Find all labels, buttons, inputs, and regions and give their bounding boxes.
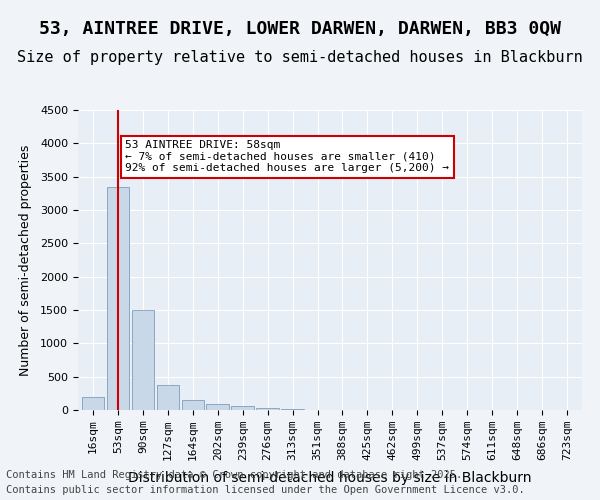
Bar (107, 186, 129, 410)
X-axis label: Distribution of semi-detached houses by size in Blackburn: Distribution of semi-detached houses by … (128, 472, 532, 486)
Text: 53 AINTREE DRIVE: 58sqm
← 7% of semi-detached houses are smaller (410)
92% of se: 53 AINTREE DRIVE: 58sqm ← 7% of semi-det… (125, 140, 449, 173)
Text: 53, AINTREE DRIVE, LOWER DARWEN, DARWEN, BB3 0QW: 53, AINTREE DRIVE, LOWER DARWEN, DARWEN,… (39, 20, 561, 38)
Bar (82, 396, 104, 410)
Text: Contains HM Land Registry data © Crown copyright and database right 2025.: Contains HM Land Registry data © Crown c… (6, 470, 462, 480)
Y-axis label: Number of semi-detached properties: Number of semi-detached properties (19, 144, 32, 376)
Bar (182, 400, 204, 410)
Bar (206, 404, 229, 410)
Bar (131, 310, 154, 410)
Text: Size of property relative to semi-detached houses in Blackburn: Size of property relative to semi-detach… (17, 50, 583, 65)
Text: Contains public sector information licensed under the Open Government Licence v3: Contains public sector information licen… (6, 485, 525, 495)
Bar (157, 386, 179, 410)
Bar (232, 406, 254, 410)
Bar (256, 408, 279, 410)
